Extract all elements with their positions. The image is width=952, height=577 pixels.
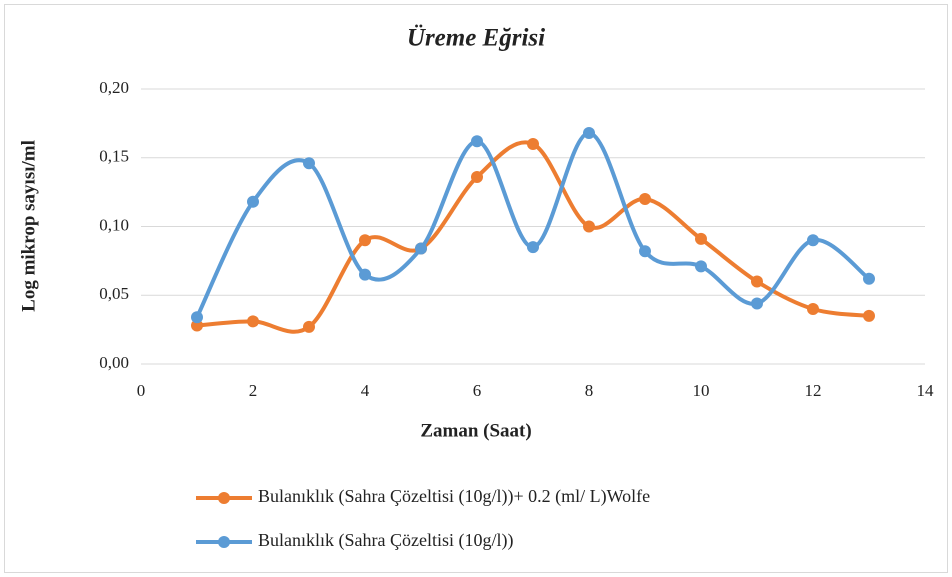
y-tick-label: 0,15: [99, 147, 129, 166]
data-point: [863, 309, 875, 322]
x-tick-label: 6: [473, 381, 482, 400]
data-point: [359, 234, 371, 247]
legend-marker: [218, 492, 230, 504]
y-tick-label: 0,05: [99, 284, 129, 303]
data-point: [471, 171, 483, 183]
data-point: [751, 275, 763, 288]
data-point: [303, 320, 315, 333]
x-tick-label: 0: [137, 381, 146, 400]
data-point: [807, 303, 819, 315]
data-point: [471, 135, 483, 148]
x-tick-label: 4: [361, 381, 370, 400]
chart-title: Üreme Eğrisi: [407, 25, 545, 52]
y-tick-label: 0,10: [99, 215, 129, 234]
legend-marker: [218, 536, 230, 548]
data-point: [639, 193, 651, 205]
data-point: [415, 242, 427, 255]
data-point: [695, 260, 707, 273]
data-point: [807, 234, 819, 247]
x-tick-label: 10: [693, 381, 710, 400]
data-point: [863, 272, 875, 285]
data-point: [303, 157, 315, 170]
x-tick-label: 12: [805, 381, 822, 400]
data-point: [751, 297, 763, 310]
data-point: [527, 241, 539, 254]
data-point: [191, 319, 203, 332]
data-point: [359, 268, 371, 281]
data-point: [247, 195, 259, 208]
data-point: [583, 220, 595, 233]
x-tick-label: 2: [249, 381, 258, 400]
legend-label: Bulanıklık (Sahra Çözeltisi (10g/l)): [258, 530, 513, 551]
x-tick-label: 14: [917, 381, 935, 400]
y-tick-label: 0,00: [99, 353, 129, 372]
x-tick-label: 8: [585, 381, 594, 400]
data-point: [191, 311, 203, 324]
data-point: [695, 232, 707, 245]
y-tick-label: 0,20: [99, 78, 129, 97]
y-axis-label: Log mikrop sayısı/ml: [18, 140, 39, 312]
data-point: [247, 315, 259, 328]
legend-label: Bulanıklık (Sahra Çözeltisi (10g/l))+ 0.…: [258, 486, 650, 507]
data-point: [583, 127, 595, 139]
data-point: [527, 138, 539, 150]
x-axis-label: Zaman (Saat): [420, 420, 531, 441]
chart-border: [4, 4, 948, 573]
data-point: [639, 245, 651, 258]
